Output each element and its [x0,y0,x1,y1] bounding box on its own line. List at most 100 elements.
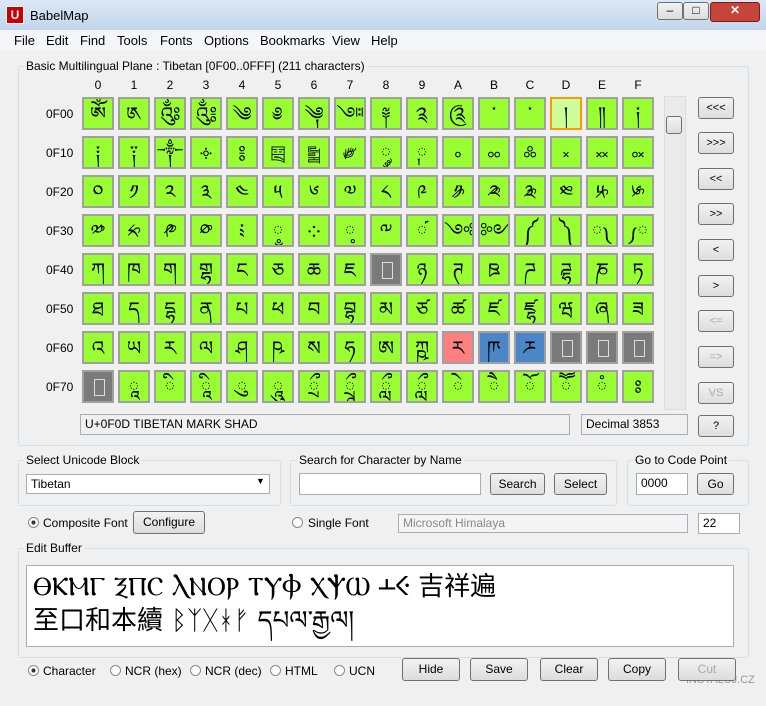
char-cell[interactable]: ༈ [370,97,402,130]
char-cell[interactable]: ༚ [442,136,474,169]
char-cell[interactable]: ཾ [586,370,618,403]
char-cell[interactable]: ༠ [82,175,114,208]
char-cell[interactable]: ཱ [118,370,150,403]
empty-cell[interactable] [370,253,402,286]
char-cell[interactable]: འ [82,331,114,364]
char-cell[interactable]: ཌ [514,253,546,286]
char-cell[interactable]: ཋ [478,253,510,286]
nav-button[interactable]: VS [698,382,734,404]
char-cell[interactable]: ༂ [154,97,186,130]
char-cell[interactable]: ༸ [370,214,402,247]
encoding-radio[interactable] [190,665,201,676]
char-cell[interactable]: ཬ [514,331,546,364]
char-cell[interactable]: ༗ [334,136,366,169]
char-cell[interactable]: ༄ [226,97,258,130]
char-cell[interactable]: ༘ [370,136,402,169]
char-cell[interactable]: ཞ [586,292,618,325]
encoding-label[interactable]: Character [43,664,96,678]
search-button[interactable]: Search [490,473,545,495]
char-cell[interactable]: ༝ [550,136,582,169]
search-input[interactable] [299,473,481,495]
char-cell[interactable]: ཹ [406,370,438,403]
char-cell[interactable]: ༃ [190,97,222,130]
char-cell[interactable]: ར [154,331,186,364]
action-button[interactable]: Clear [540,658,598,681]
menu-item[interactable]: View [332,33,360,48]
action-button[interactable]: Hide [402,658,460,681]
char-cell[interactable]: བ [298,292,330,325]
empty-cell[interactable] [82,370,114,403]
char-cell[interactable]: ༻ [478,214,510,247]
char-cell[interactable]: ཿ [622,370,654,403]
char-cell[interactable]: ཻ [478,370,510,403]
char-cell[interactable]: ཡ [118,331,150,364]
char-cell[interactable]: ༺ [442,214,474,247]
go-button[interactable]: Go [697,473,734,495]
char-cell[interactable]: ༥ [262,175,294,208]
char-cell[interactable]: ༣ [190,175,222,208]
char-cell[interactable]: ཱུ [262,370,294,403]
char-cell[interactable]: ཇ [334,253,366,286]
char-cell[interactable]: ༰ [82,214,114,247]
char-cell[interactable]: ཛྷ [514,292,546,325]
char-cell[interactable]: ༀ [82,97,114,130]
char-cell[interactable]: ོ [514,370,546,403]
scrollbar[interactable] [664,96,686,410]
char-cell[interactable]: ༹ [406,214,438,247]
configure-button[interactable]: Configure [133,511,205,534]
char-cell[interactable]: ༆ [298,97,330,130]
char-cell[interactable]: ༐ [82,136,114,169]
char-cell[interactable]: ༦ [298,175,330,208]
nav-button[interactable]: ? [698,415,734,437]
char-cell[interactable]: ༽ [550,214,582,247]
action-button[interactable]: Save [470,658,528,681]
char-cell[interactable]: ཐ [82,292,114,325]
char-cell[interactable]: ༓ [190,136,222,169]
char-cell[interactable]: ༛ [478,136,510,169]
char-cell[interactable]: ཊ [442,253,474,286]
encoding-label[interactable]: HTML [285,664,318,678]
char-cell[interactable]: ལ [190,331,222,364]
char-cell[interactable]: ༡ [118,175,150,208]
char-cell[interactable]: ༯ [622,175,654,208]
char-cell[interactable]: མ [370,292,402,325]
char-cell[interactable]: ༟ [622,136,654,169]
char-cell[interactable]: ༜ [514,136,546,169]
font-size[interactable]: 22 [698,513,740,534]
char-cell[interactable]: ླྀ [370,370,402,403]
char-cell[interactable]: གྷ [190,253,222,286]
action-button[interactable]: Copy [608,658,666,681]
char-cell[interactable]: ༪ [442,175,474,208]
encoding-label[interactable]: NCR (hex) [125,664,182,678]
radio-composite[interactable] [28,517,39,528]
nav-button[interactable]: > [698,275,734,297]
char-cell[interactable]: ི [154,370,186,403]
composite-font-label[interactable]: Composite Font [43,516,128,530]
char-cell[interactable]: ༾ [586,214,618,247]
char-cell[interactable]: ཨ [370,331,402,364]
char-cell[interactable]: ༨ [370,175,402,208]
encoding-radio[interactable] [334,665,345,676]
char-cell[interactable]: ཤ [226,331,258,364]
char-cell[interactable]: ང [226,253,258,286]
nav-button[interactable]: => [698,346,734,368]
menu-item[interactable]: Fonts [160,33,193,48]
char-cell[interactable]: ཕ [262,292,294,325]
char-cell[interactable]: ཅ [262,253,294,286]
char-cell[interactable]: ༬ [514,175,546,208]
char-cell[interactable]: ༒ [154,136,186,169]
menu-item[interactable]: Bookmarks [260,33,326,48]
empty-cell[interactable] [586,331,618,364]
char-cell[interactable]: ༵ [262,214,294,247]
action-button[interactable]: Cut [678,658,736,681]
char-cell[interactable]: ༎ [586,97,618,130]
char-cell[interactable]: ༑ [118,136,150,169]
char-cell[interactable]: ཽ [550,370,582,403]
minimize[interactable]: – [657,2,683,20]
encoding-radio[interactable] [270,665,281,676]
char-cell[interactable]: ་ [478,97,510,130]
char-cell[interactable]: ༫ [478,175,510,208]
char-cell[interactable]: ཀ [82,253,114,286]
char-cell[interactable]: ན [190,292,222,325]
char-cell[interactable]: པ [226,292,258,325]
